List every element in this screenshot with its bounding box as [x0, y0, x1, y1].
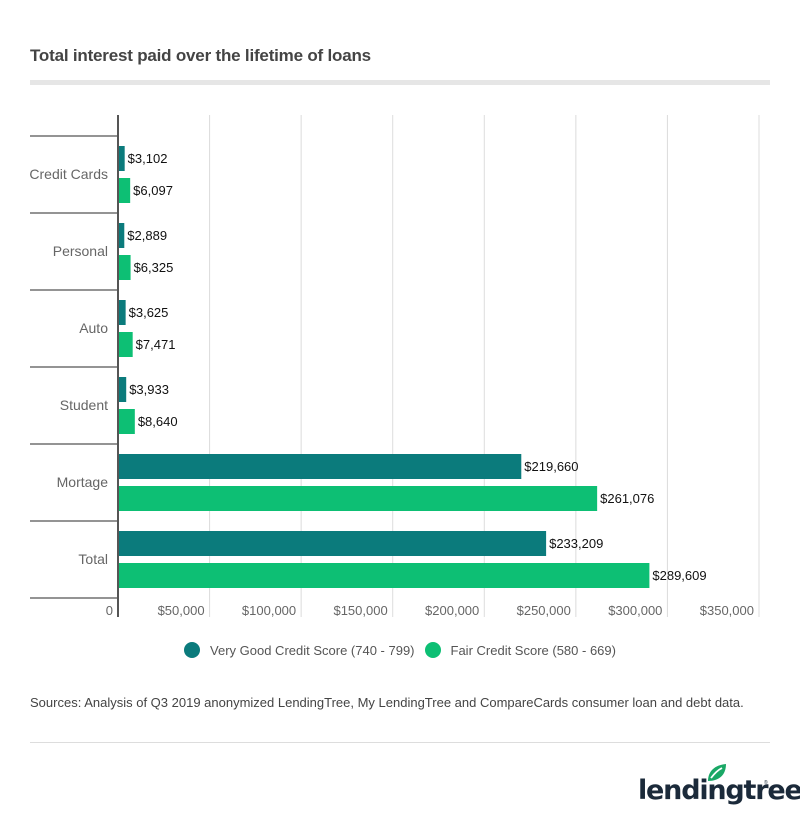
- category-label: Auto: [79, 320, 108, 336]
- leaf-icon: [708, 764, 726, 781]
- bar-chart: Credit Cards $3,102 $6,097 Personal $2,889 $6…: [29, 115, 760, 618]
- category-label: Mortage: [57, 474, 109, 490]
- title-divider: [30, 80, 770, 85]
- bar-value-label: $261,076: [600, 491, 654, 506]
- x-tick-label: 0: [106, 603, 113, 618]
- bar: [119, 454, 522, 479]
- bar: [119, 563, 650, 588]
- bar: [119, 486, 598, 511]
- bar-value-label: $7,471: [136, 337, 176, 352]
- category-label: Credit Cards: [29, 166, 108, 182]
- legend-item-fair[interactable]: Fair Credit Score (580 - 669): [424, 642, 616, 658]
- bar: [119, 409, 135, 434]
- x-tick-label: $350,000: [700, 603, 754, 618]
- bar-value-label: $233,209: [549, 536, 603, 551]
- legend-label: Fair Credit Score (580 - 669): [450, 642, 616, 658]
- category-label: Personal: [53, 243, 108, 259]
- bar-value-label: $219,660: [524, 459, 578, 474]
- x-tick-label: $150,000: [333, 603, 387, 618]
- x-tick-label: $100,000: [242, 603, 296, 618]
- bar-value-label: $8,640: [138, 414, 178, 429]
- logo-registered-mark: ®: [764, 780, 768, 786]
- category-label: Student: [60, 397, 108, 413]
- lendingtree-logo: lendingtree ®: [638, 763, 800, 806]
- legend-dot-icon: [184, 642, 201, 658]
- bar-value-label: $6,325: [134, 260, 174, 275]
- bar: [119, 531, 547, 556]
- legend-dot-icon: [424, 642, 441, 658]
- bar: [119, 255, 131, 280]
- bar: [119, 332, 133, 357]
- bar: [119, 300, 126, 325]
- bar: [119, 178, 131, 203]
- bar-value-label: $3,102: [128, 151, 168, 166]
- source-note: Sources: Analysis of Q3 2019 anonymized …: [30, 695, 744, 710]
- footer-divider: [30, 742, 770, 743]
- bar-value-label: $2,889: [127, 228, 167, 243]
- legend: Very Good Credit Score (740 - 799) Fair …: [0, 642, 800, 658]
- legend-label: Very Good Credit Score (740 - 799): [210, 642, 415, 658]
- x-tick-label: $250,000: [517, 603, 571, 618]
- bar-value-label: $3,625: [129, 305, 169, 320]
- bar-value-label: $6,097: [133, 183, 173, 198]
- x-tick-label: $200,000: [425, 603, 479, 618]
- logo-text: lendingtree: [638, 775, 800, 806]
- bar: [119, 146, 125, 171]
- chart-title: Total interest paid over the lifetime of…: [30, 46, 371, 65]
- bar: [119, 377, 127, 402]
- bar-value-label: $289,609: [652, 568, 706, 583]
- bar: [119, 223, 125, 248]
- legend-item-very-good[interactable]: Very Good Credit Score (740 - 799): [184, 642, 415, 658]
- category-label: Total: [78, 551, 108, 567]
- bar-value-label: $3,933: [129, 382, 169, 397]
- x-tick-label: $300,000: [608, 603, 662, 618]
- x-tick-label: $50,000: [158, 603, 205, 618]
